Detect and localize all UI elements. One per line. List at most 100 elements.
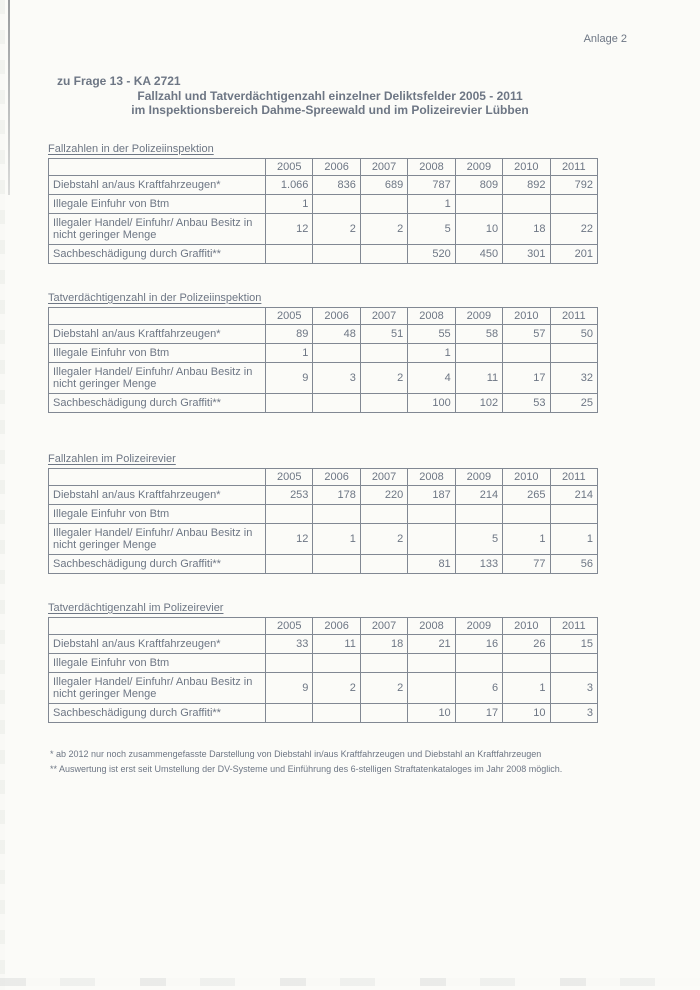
value-cell <box>312 702 361 723</box>
value-cell: 3 <box>312 361 361 394</box>
year-header: 2006 <box>312 306 361 325</box>
value-cell <box>264 652 314 673</box>
value-cell: 32 <box>549 361 599 394</box>
value-cell: 1 <box>502 671 551 704</box>
row-label: Illegale Einfuhr von Btm <box>48 652 266 673</box>
year-header: 2010 <box>502 467 551 486</box>
value-cell <box>359 553 409 574</box>
document-title-line2: im Inspektionsbereich Dahme-Spreewald un… <box>131 103 529 117</box>
table-row: Illegale Einfuhr von Btm <box>48 652 599 673</box>
value-cell <box>312 392 361 413</box>
value-cell: 792 <box>549 174 599 195</box>
table-corner-cell <box>48 306 266 325</box>
value-cell <box>312 193 361 214</box>
year-header: 2010 <box>502 616 551 635</box>
row-label: Diebstahl an/aus Kraftfahrzeugen* <box>48 633 266 654</box>
value-cell <box>407 503 456 524</box>
value-cell: 450 <box>454 243 504 264</box>
value-cell: 11 <box>312 633 361 654</box>
value-cell: 10 <box>502 702 551 723</box>
value-cell: 15 <box>549 633 599 654</box>
year-header: 2011 <box>549 467 599 486</box>
row-label: Diebstahl an/aus Kraftfahrzeugen* <box>48 323 266 344</box>
footnote-1: * ab 2012 nur noch zusammengefasste Dars… <box>50 748 542 759</box>
value-cell <box>264 553 314 574</box>
value-cell: 689 <box>359 174 409 195</box>
table-row: Diebstahl an/aus Kraftfahrzeugen* 89 48 51 5… <box>48 323 599 344</box>
value-cell <box>502 503 551 524</box>
year-header: 2008 <box>407 157 456 176</box>
year-header: 2006 <box>312 467 361 486</box>
value-cell: 201 <box>549 243 599 264</box>
tables-container: Fallzahlen in der Polizeiinspektion 2005 2… <box>48 142 599 723</box>
table-row: Diebstahl an/aus Kraftfahrzeugen* 33 11 18 2… <box>48 633 599 654</box>
data-table: 2005 2006 2007 2008 2009 2010 2011 Diebstahl an… <box>48 157 599 264</box>
table-caption: Fallzahlen in der Polizeiinspektion <box>48 142 214 155</box>
year-header: 2008 <box>407 616 456 635</box>
table-row: Illegale Einfuhr von Btm <box>48 503 599 524</box>
value-cell <box>502 193 551 214</box>
year-header: 2005 <box>264 616 314 635</box>
value-cell: 22 <box>549 212 599 245</box>
table-header-row: 2005 2006 2007 2008 2009 2010 2011 <box>48 306 599 325</box>
year-header: 2009 <box>454 467 504 486</box>
value-cell: 520 <box>407 243 456 264</box>
value-cell: 1 <box>312 522 361 555</box>
document-title-line1: Fallzahl und Tatverdächtigenzahl einzeln… <box>137 88 523 103</box>
value-cell: 10 <box>407 702 456 723</box>
scan-artifact-bottom-noise <box>0 978 700 986</box>
value-cell <box>359 193 409 214</box>
value-cell: 2 <box>359 671 409 704</box>
value-cell: 77 <box>502 553 551 574</box>
value-cell: 1 <box>502 522 551 555</box>
value-cell: 21 <box>407 633 456 654</box>
table-caption: Tatverdächtigenzahl in der Polizeiinspek… <box>48 291 262 304</box>
value-cell: 2 <box>312 671 361 704</box>
table-section: Tatverdächtigenzahl in der Polizeiinspek… <box>48 291 599 413</box>
row-label: Sachbeschädigung durch Graffiti** <box>48 553 266 574</box>
value-cell: 48 <box>312 323 361 344</box>
value-cell: 1 <box>407 193 456 214</box>
table-row: Illegaler Handel/ Einfuhr/ Anbau Besitz … <box>48 212 599 245</box>
data-table: 2005 2006 2007 2008 2009 2010 2011 Diebstahl an… <box>48 306 599 413</box>
table-row: Sachbeschädigung durch Graffiti** 520 450 3… <box>48 243 599 264</box>
row-label: Diebstahl an/aus Kraftfahrzeugen* <box>48 174 266 195</box>
year-header: 2007 <box>359 616 409 635</box>
value-cell: 5 <box>454 522 504 555</box>
attachment-label: Anlage 2 <box>583 33 627 45</box>
year-header: 2005 <box>264 157 314 176</box>
value-cell: 12 <box>264 212 314 245</box>
value-cell: 6 <box>454 671 504 704</box>
value-cell: 187 <box>407 484 456 505</box>
value-cell <box>549 652 599 673</box>
year-header: 2006 <box>312 616 361 635</box>
value-cell <box>312 553 361 574</box>
value-cell: 17 <box>502 361 551 394</box>
value-cell: 2 <box>359 522 409 555</box>
row-label: Sachbeschädigung durch Graffiti** <box>48 392 266 413</box>
value-cell: 81 <box>407 553 456 574</box>
table-header-row: 2005 2006 2007 2008 2009 2010 2011 <box>48 616 599 635</box>
question-reference: zu Frage 13 - KA 2721 <box>57 74 181 88</box>
value-cell: 214 <box>454 484 504 505</box>
value-cell <box>359 392 409 413</box>
value-cell: 9 <box>264 361 314 394</box>
table-row: Sachbeschädigung durch Graffiti** 10 17 10 3 <box>48 702 599 723</box>
value-cell: 16 <box>454 633 504 654</box>
value-cell: 178 <box>312 484 361 505</box>
value-cell <box>312 342 361 363</box>
value-cell: 89 <box>264 323 314 344</box>
row-label: Illegaler Handel/ Einfuhr/ Anbau Besitz … <box>48 522 266 555</box>
value-cell: 220 <box>359 484 409 505</box>
value-cell: 18 <box>502 212 551 245</box>
value-cell <box>359 243 409 264</box>
value-cell: 53 <box>502 392 551 413</box>
value-cell <box>359 342 409 363</box>
row-label: Illegale Einfuhr von Btm <box>48 503 266 524</box>
table-header-row: 2005 2006 2007 2008 2009 2010 2011 <box>48 467 599 486</box>
value-cell: 58 <box>454 323 504 344</box>
data-table: 2005 2006 2007 2008 2009 2010 2011 Diebstahl an… <box>48 467 599 574</box>
value-cell: 1 <box>264 193 314 214</box>
value-cell: 25 <box>549 392 599 413</box>
table-section: Fallzahlen im Polizeirevier 2005 2006 2007 2… <box>48 453 599 574</box>
